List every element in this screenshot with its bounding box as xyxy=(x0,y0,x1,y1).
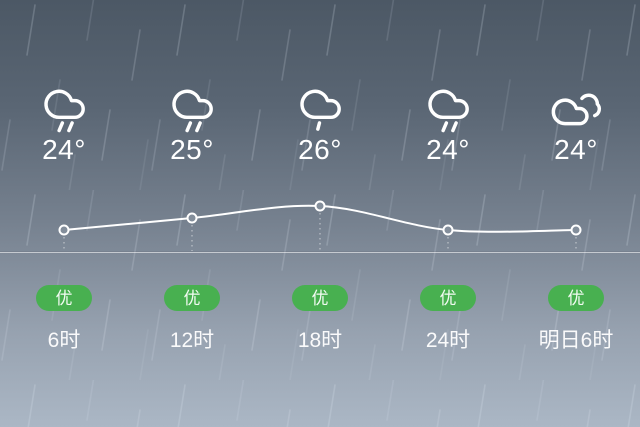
aqi-badge: 优 xyxy=(36,285,92,311)
forecast-column-tomorrow-6h[interactable]: 24° 优 明日6时 xyxy=(512,0,640,427)
cloud-rain-icon xyxy=(38,82,90,134)
time-label: 18时 xyxy=(297,329,343,352)
baseline-divider xyxy=(0,252,640,253)
temperature-label: 25° xyxy=(170,134,214,165)
temperature-label: 26° xyxy=(298,134,342,165)
cloudy-icon xyxy=(550,82,602,134)
forecast-column-24h[interactable]: 24° 优 24时 xyxy=(384,0,512,427)
temperature-label: 24° xyxy=(426,134,470,165)
time-label: 6时 xyxy=(47,329,81,352)
chart-point xyxy=(58,224,70,236)
chart-point xyxy=(186,212,198,224)
chart-point xyxy=(442,224,454,236)
time-label: 明日6时 xyxy=(538,329,614,352)
time-label: 12时 xyxy=(169,329,215,352)
time-label: 24时 xyxy=(425,329,471,352)
aqi-badge: 优 xyxy=(292,285,348,311)
chart-point xyxy=(314,200,326,212)
forecast-column-18h[interactable]: 26° 优 18时 xyxy=(256,0,384,427)
cloud-rain-icon xyxy=(422,82,474,134)
cloud-drizzle-icon xyxy=(294,82,346,134)
aqi-badge: 优 xyxy=(164,285,220,311)
aqi-badge: 优 xyxy=(548,285,604,311)
aqi-badge: 优 xyxy=(420,285,476,311)
cloud-rain-icon xyxy=(166,82,218,134)
temperature-label: 24° xyxy=(554,134,598,165)
chart-point xyxy=(570,224,582,236)
forecast-column-12h[interactable]: 25° 优 12时 xyxy=(128,0,256,427)
forecast-column-6h[interactable]: 24° 优 6时 xyxy=(0,0,128,427)
temperature-label: 24° xyxy=(42,134,86,165)
